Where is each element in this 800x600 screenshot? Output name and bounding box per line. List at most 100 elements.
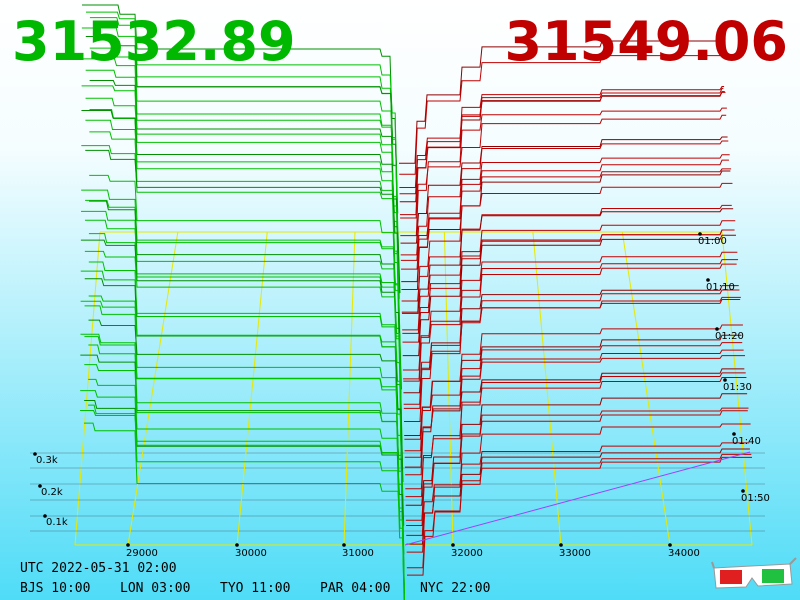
bid-depth-line bbox=[80, 239, 402, 390]
ask-depth-line bbox=[399, 51, 723, 175]
zone-time: PAR 04:00 bbox=[320, 581, 390, 596]
bid-depth-line bbox=[80, 410, 405, 600]
bid-depth-line bbox=[84, 250, 403, 432]
tick-dot bbox=[38, 484, 42, 488]
bid-depth-line bbox=[88, 378, 405, 593]
ask-depth-line bbox=[403, 285, 739, 394]
bid-depth-line bbox=[80, 390, 405, 587]
depth-tick-label: 0.1k bbox=[46, 517, 68, 528]
time-tick-label: 01:10 bbox=[706, 282, 735, 293]
bid-depth-line bbox=[84, 336, 404, 527]
tick-dot bbox=[698, 232, 702, 236]
ask-depth-line bbox=[403, 251, 738, 380]
bid-depth-line bbox=[85, 97, 400, 299]
bid-depth-line bbox=[89, 131, 401, 328]
ask-depth-line bbox=[405, 355, 746, 476]
depth-tick-label: 0.2k bbox=[41, 487, 63, 498]
ask-depth-line bbox=[404, 342, 743, 440]
price-tick-label: 31000 bbox=[342, 548, 374, 559]
tick-dot bbox=[723, 378, 727, 382]
bid-depth-line bbox=[89, 17, 398, 210]
bid-depth-line bbox=[85, 11, 398, 204]
bid-depth-line bbox=[89, 109, 400, 347]
ask-depth-line bbox=[400, 140, 729, 256]
bid-depth-line bbox=[85, 199, 402, 362]
tick-dot bbox=[33, 452, 37, 456]
ask-depth-line bbox=[402, 234, 736, 357]
tick-dot bbox=[732, 432, 736, 436]
bid-depth-line bbox=[80, 354, 405, 526]
zone-time: TYO 11:00 bbox=[220, 581, 290, 596]
ask-depth-line bbox=[405, 376, 747, 498]
ask-depth-line bbox=[405, 372, 746, 490]
price-grid-line bbox=[127, 231, 179, 546]
bid-depth-line bbox=[81, 110, 400, 299]
bid-depth-line bbox=[82, 4, 398, 202]
ask-depth-line bbox=[400, 114, 727, 219]
bid-depth-line bbox=[89, 200, 402, 389]
ask-depth-line bbox=[400, 136, 728, 244]
bid-depth-line bbox=[85, 119, 400, 294]
bid-depth-line bbox=[81, 145, 401, 361]
bid-depth-line bbox=[81, 58, 399, 264]
ask-depth-line bbox=[401, 154, 730, 270]
bid-depth-line bbox=[85, 149, 401, 293]
ask-depth-line bbox=[401, 208, 734, 314]
tick-dot bbox=[235, 543, 239, 547]
bid-depth-line bbox=[81, 189, 401, 377]
ask-depth-line bbox=[402, 263, 737, 371]
floor-edge bbox=[74, 231, 101, 546]
time-tick-label: 01:20 bbox=[715, 331, 744, 342]
axis-labels: 29000 30000 31000 32000 33000 34000 0.1k 0.2k 0.… bbox=[33, 232, 770, 559]
ask-depth-line bbox=[400, 159, 729, 261]
zone-time: LON 03:00 bbox=[120, 581, 190, 596]
price-grid-line bbox=[343, 231, 356, 546]
utc-time: UTC 2022-05-31 02:00 bbox=[20, 561, 177, 576]
tick-dot bbox=[706, 278, 710, 282]
tick-dot bbox=[43, 514, 47, 518]
zone-time: NYC 22:00 bbox=[420, 581, 490, 596]
ask-depth-line bbox=[401, 204, 732, 302]
ask-depth-line bbox=[399, 87, 724, 188]
ask-depth-line bbox=[399, 36, 723, 164]
time-tick-label: 01:30 bbox=[723, 382, 752, 393]
floor-edge bbox=[721, 231, 753, 546]
depth-lines bbox=[80, 4, 752, 600]
bid-depth-line bbox=[89, 174, 401, 375]
tick-dot bbox=[451, 543, 455, 547]
bid-depth-line bbox=[80, 300, 404, 470]
mid-line bbox=[404, 451, 751, 546]
ask-depth-line bbox=[400, 107, 727, 237]
price-grid-line bbox=[621, 231, 671, 546]
ask-depth-line bbox=[405, 410, 748, 521]
ask-depth-line bbox=[404, 349, 744, 458]
ask-price: 31549.06 bbox=[504, 10, 788, 73]
price-grid-line bbox=[236, 231, 268, 546]
bid-depth-line bbox=[88, 261, 403, 444]
ask-depth-line bbox=[402, 220, 736, 343]
bid-price: 31532.89 bbox=[12, 10, 296, 73]
ask-depth-line bbox=[406, 407, 749, 526]
ask-depth-line bbox=[403, 299, 741, 409]
ask-depth-line bbox=[405, 393, 748, 506]
tick-dot bbox=[668, 543, 672, 547]
tick-dot bbox=[126, 543, 130, 547]
ask-depth-line bbox=[401, 168, 732, 291]
tick-dot bbox=[559, 543, 563, 547]
zone-time: BJS 10:00 bbox=[20, 581, 90, 596]
depth-tick-label: 0.3k bbox=[36, 455, 58, 466]
bid-depth-line bbox=[80, 270, 403, 454]
bid-depth-line bbox=[88, 233, 402, 415]
price-tick-label: 32000 bbox=[451, 548, 483, 559]
time-tick-label: 01:50 bbox=[741, 493, 770, 504]
tick-dot bbox=[342, 543, 346, 547]
price-grid-line bbox=[443, 231, 454, 546]
bid-depth-line bbox=[84, 422, 406, 600]
time-tick-label: 01:40 bbox=[732, 436, 761, 447]
bid-depth-line bbox=[85, 69, 399, 299]
time-zones: BJS 10:00 LON 03:00 TYO 11:00 PAR 04:00 NYC … bbox=[20, 581, 490, 596]
bid-depth-line bbox=[88, 344, 405, 576]
ask-depth-line bbox=[404, 368, 745, 468]
3d-glasses-icon bbox=[711, 557, 797, 589]
